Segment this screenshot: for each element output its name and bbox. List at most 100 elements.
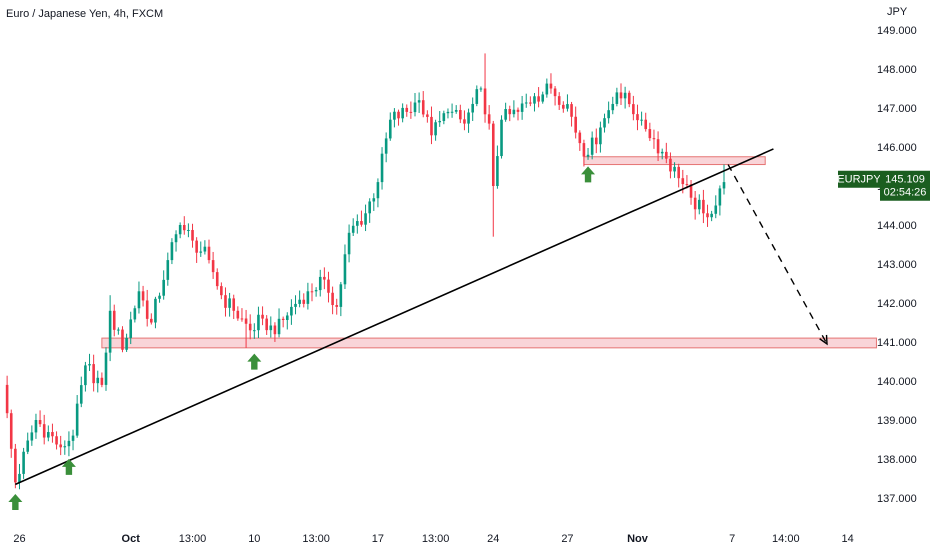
candle-body xyxy=(360,221,363,225)
candle xyxy=(380,147,384,190)
candle xyxy=(533,92,536,112)
time-axis[interactable]: 26 Oct 13:00 10 13:00 17 13:00 24 27 Nov 7 14:00 14 xyxy=(13,533,853,545)
candle-body xyxy=(648,129,652,139)
candle xyxy=(195,237,198,263)
candle xyxy=(491,120,495,237)
candle-body xyxy=(331,292,334,306)
candle xyxy=(133,305,137,323)
candle xyxy=(636,104,639,131)
candle xyxy=(182,216,186,235)
candle xyxy=(504,102,507,122)
candle-body xyxy=(34,420,38,433)
candle-body xyxy=(100,377,104,385)
candle xyxy=(51,423,54,443)
candle-body xyxy=(199,251,203,253)
candle xyxy=(108,295,112,362)
price-tick-label: 137.000 xyxy=(877,493,917,505)
candle-body xyxy=(125,337,128,350)
candle-body xyxy=(290,306,293,316)
candle xyxy=(248,314,252,340)
candle-body xyxy=(368,201,371,214)
candle-body xyxy=(112,310,116,330)
candle xyxy=(294,295,297,315)
candle xyxy=(364,204,367,232)
up-arrow-icon xyxy=(61,458,76,475)
candle-body xyxy=(644,119,648,130)
candle-body xyxy=(203,246,207,252)
candle xyxy=(463,110,466,131)
candle-body xyxy=(520,103,524,112)
candle-body xyxy=(722,182,726,189)
candle-body xyxy=(405,107,409,112)
candle xyxy=(117,327,120,335)
candle xyxy=(244,309,248,348)
candle xyxy=(187,223,190,238)
candle xyxy=(372,193,376,211)
candle xyxy=(520,95,524,120)
candle xyxy=(512,100,516,118)
candle-body xyxy=(71,435,75,441)
candle xyxy=(537,87,540,108)
candle-body xyxy=(240,318,244,320)
candle-body xyxy=(88,364,91,366)
candle xyxy=(347,224,351,263)
candle xyxy=(627,90,631,108)
candle-body xyxy=(51,432,54,437)
candle xyxy=(483,53,487,123)
candle-body xyxy=(318,276,322,291)
candle-body xyxy=(471,103,474,113)
candle xyxy=(79,376,83,408)
candle-body xyxy=(459,110,462,120)
candle xyxy=(236,306,240,321)
candle-body xyxy=(508,109,512,115)
candle xyxy=(96,370,100,393)
time-tick-label: 14:00 xyxy=(772,533,800,545)
candle-body xyxy=(693,197,697,210)
candle xyxy=(710,210,713,222)
up-arrow-icon xyxy=(247,353,262,370)
candle xyxy=(508,105,512,122)
candle-body xyxy=(191,229,194,241)
candle xyxy=(5,375,9,419)
candle xyxy=(215,268,219,290)
candle-body xyxy=(636,114,639,121)
candle xyxy=(257,306,260,339)
candle xyxy=(273,322,277,342)
candle xyxy=(178,222,182,239)
candle-body xyxy=(710,213,713,218)
candle-body xyxy=(467,112,470,124)
candle-body xyxy=(174,234,178,243)
candle-body xyxy=(26,440,30,452)
price-tick-label: 140.000 xyxy=(877,376,917,388)
time-tick-label: 13:00 xyxy=(302,533,330,545)
candle-body xyxy=(380,153,384,183)
candle-body xyxy=(549,83,553,89)
candle-body xyxy=(351,225,355,233)
candle-body xyxy=(393,111,396,120)
candle xyxy=(623,86,627,109)
candle-body xyxy=(697,199,701,210)
candle xyxy=(253,323,256,339)
arrows-layer xyxy=(8,166,596,510)
candle-body xyxy=(673,166,676,172)
candle-body xyxy=(117,329,120,331)
candle xyxy=(150,313,153,325)
candle-body xyxy=(483,88,487,115)
time-tick-label: Nov xyxy=(627,533,649,545)
candle xyxy=(413,93,417,117)
candle xyxy=(648,122,652,142)
candle xyxy=(685,175,689,189)
candle-body xyxy=(652,138,656,140)
candle-body xyxy=(22,451,25,474)
candle-body xyxy=(446,111,450,114)
candle-body xyxy=(224,295,227,308)
candle xyxy=(442,110,446,125)
candle xyxy=(269,316,273,338)
candle xyxy=(104,347,108,391)
candle-body xyxy=(63,446,67,448)
candle xyxy=(388,112,392,141)
candle-body xyxy=(562,104,565,109)
candle-body xyxy=(335,305,339,307)
